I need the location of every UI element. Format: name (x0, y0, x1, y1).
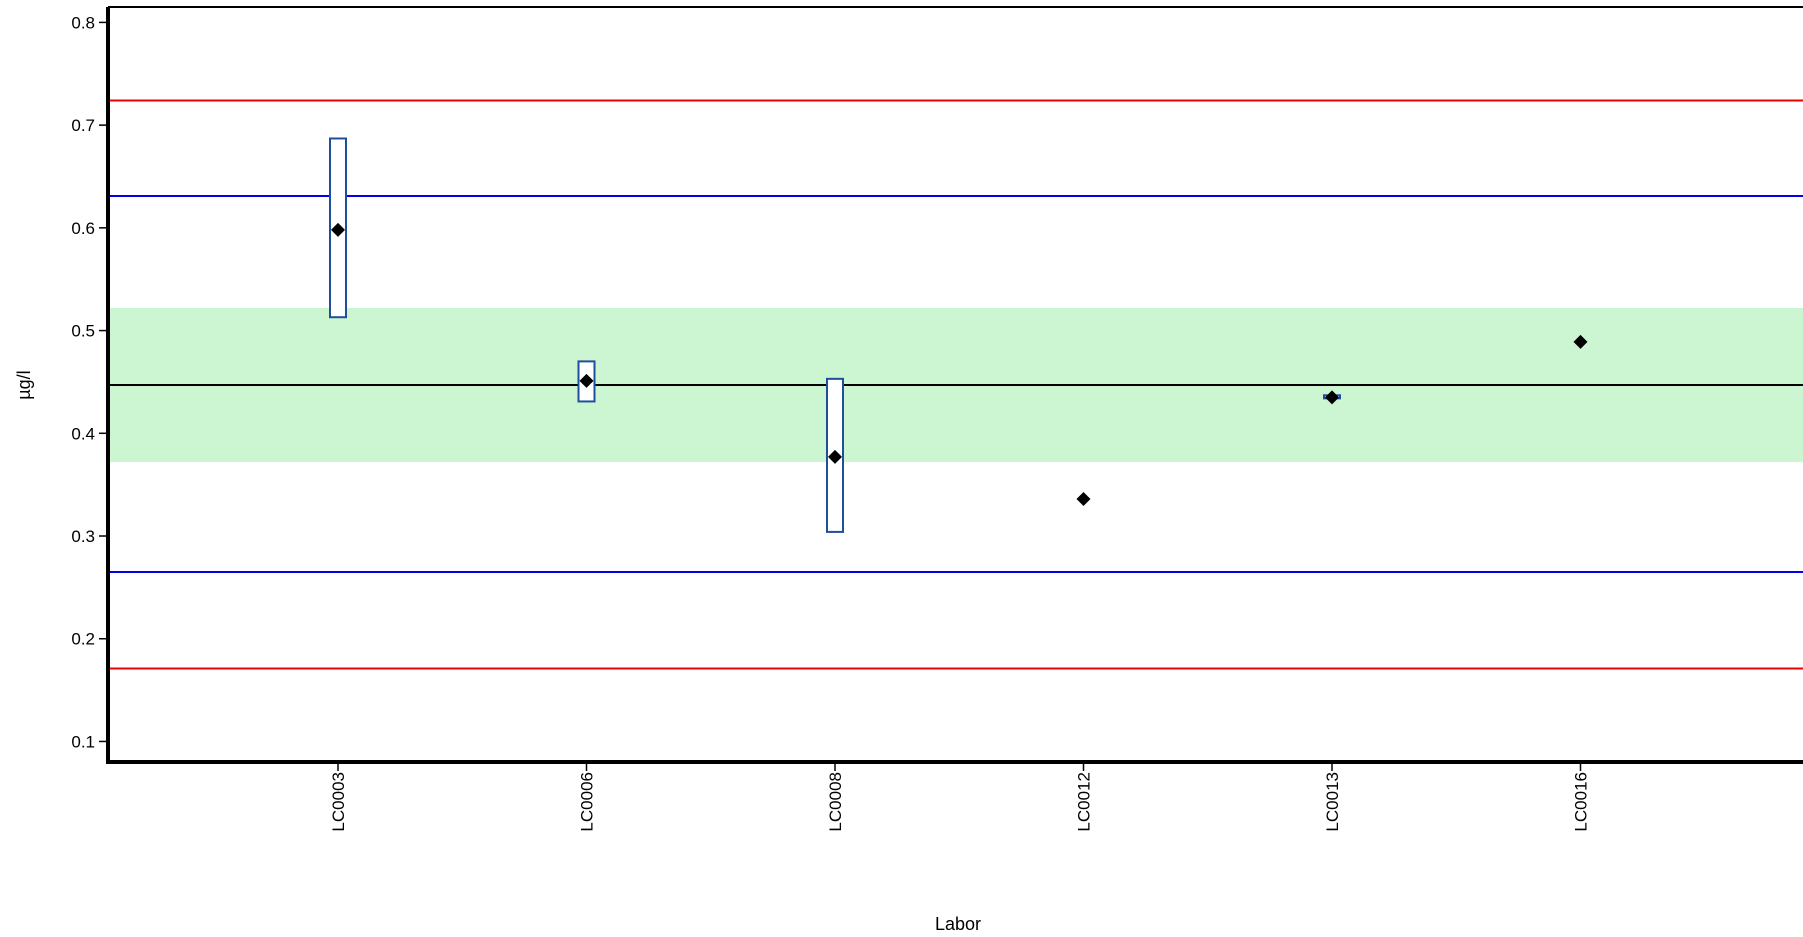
data-point-marker (1325, 390, 1339, 405)
x-tick-label: LC0016 (1572, 772, 1591, 832)
data-point-marker (579, 373, 594, 388)
axes: 0.1 0.2 0.3 0.4 0.5 0.6 0.7 0.8 LC0003 LC0006 LC00… (71, 6, 1803, 832)
data-point-marker (828, 449, 842, 464)
y-tick-label: 0.6 (71, 219, 95, 238)
x-tick-label: LC0008 (826, 772, 845, 832)
y-axis-title: µg/l (14, 370, 34, 399)
x-tick-label: LC0006 (578, 772, 597, 832)
plot-area (108, 99, 1803, 670)
y-tick-label: 0.1 (71, 732, 95, 751)
y-tick-label: 0.7 (71, 116, 95, 135)
y-tick-label: 0.5 (71, 322, 95, 341)
x-tick-label: LC0012 (1075, 772, 1094, 832)
data-point-marker (1076, 492, 1091, 507)
y-tick-label: 0.4 (71, 424, 95, 443)
x-tick-label: LC0003 (329, 772, 348, 832)
data-point-marker (1573, 334, 1588, 349)
data-point-marker (331, 222, 345, 237)
x-tick-label: LC0013 (1323, 772, 1342, 832)
y-tick-label: 0.2 (71, 630, 95, 649)
y-tick-label: 0.8 (71, 13, 95, 32)
y-tick-label: 0.3 (71, 527, 95, 546)
x-axis-title: Labor (935, 914, 981, 934)
